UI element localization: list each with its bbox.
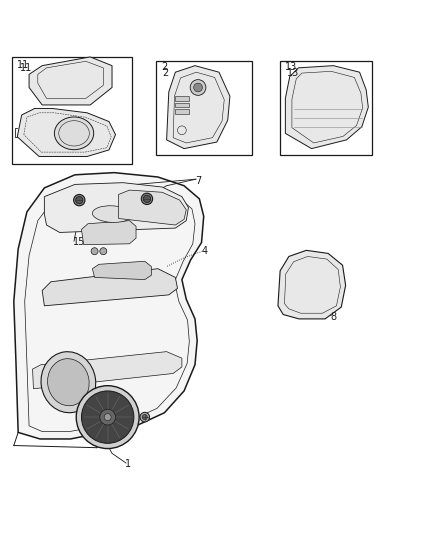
Circle shape xyxy=(194,83,202,92)
Polygon shape xyxy=(44,183,188,232)
Text: 11: 11 xyxy=(17,60,29,70)
Circle shape xyxy=(91,248,98,255)
Text: 15: 15 xyxy=(73,238,85,247)
Text: 13: 13 xyxy=(287,68,299,78)
Circle shape xyxy=(190,79,206,95)
Text: 7: 7 xyxy=(195,176,201,187)
Polygon shape xyxy=(166,66,230,149)
Circle shape xyxy=(74,195,85,206)
Text: 8: 8 xyxy=(330,312,336,322)
Circle shape xyxy=(81,391,134,443)
Text: 11: 11 xyxy=(19,63,32,74)
Polygon shape xyxy=(17,108,116,157)
Bar xyxy=(175,96,189,101)
Bar xyxy=(280,61,372,155)
Polygon shape xyxy=(92,261,151,280)
Text: 1: 1 xyxy=(125,459,131,469)
Text: 2: 2 xyxy=(162,68,169,78)
Bar xyxy=(175,103,189,107)
Polygon shape xyxy=(81,221,136,245)
Circle shape xyxy=(140,413,150,422)
Circle shape xyxy=(143,195,151,203)
Circle shape xyxy=(141,193,152,205)
Circle shape xyxy=(100,409,116,425)
Polygon shape xyxy=(42,269,177,306)
Bar xyxy=(155,61,252,155)
Ellipse shape xyxy=(48,359,89,406)
Polygon shape xyxy=(286,66,368,149)
Circle shape xyxy=(76,197,83,204)
Circle shape xyxy=(142,415,148,420)
Circle shape xyxy=(104,414,111,421)
Text: 9: 9 xyxy=(112,403,118,414)
Polygon shape xyxy=(278,251,346,319)
Bar xyxy=(175,109,189,114)
Ellipse shape xyxy=(41,352,96,413)
Circle shape xyxy=(76,386,139,449)
Polygon shape xyxy=(29,57,112,105)
Polygon shape xyxy=(119,190,186,225)
Polygon shape xyxy=(32,352,182,389)
Ellipse shape xyxy=(54,117,94,150)
Bar xyxy=(12,57,132,164)
Polygon shape xyxy=(14,173,204,439)
Text: 13: 13 xyxy=(286,61,297,71)
Text: 2: 2 xyxy=(161,61,167,71)
Text: 4: 4 xyxy=(201,246,208,256)
Ellipse shape xyxy=(92,206,132,222)
Circle shape xyxy=(100,248,107,255)
